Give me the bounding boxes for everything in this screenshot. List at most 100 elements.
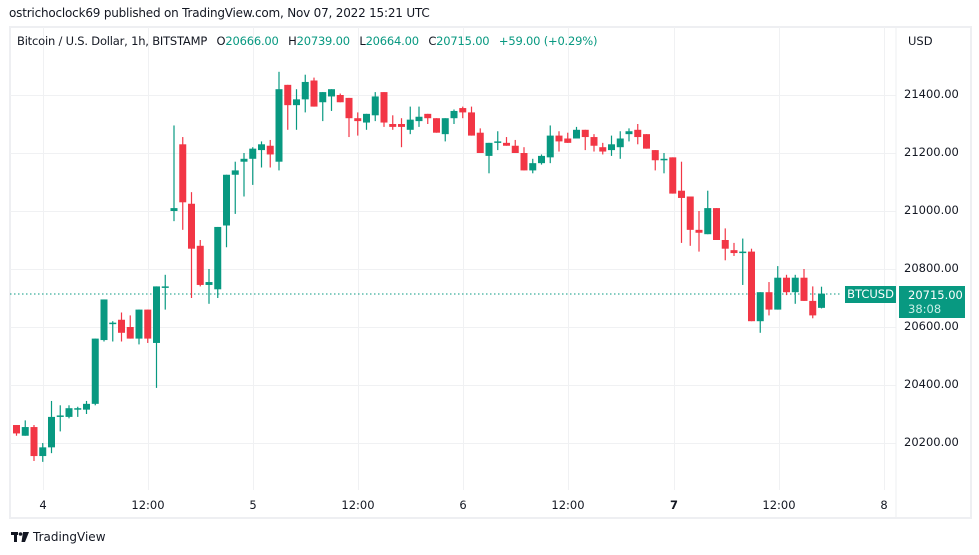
candle: [756, 292, 764, 322]
candle: [643, 134, 650, 149]
candle: [538, 155, 545, 164]
candle: [266, 145, 274, 155]
candle: [660, 158, 668, 161]
candle: [678, 190, 685, 198]
candle: [424, 113, 432, 119]
candle: [485, 142, 493, 156]
candle: [328, 89, 335, 97]
candle: [56, 415, 64, 417]
price-tick-label: 21400.00: [904, 87, 959, 101]
candle: [713, 208, 720, 240]
candle: [748, 251, 755, 322]
high-label: H: [288, 34, 297, 48]
close-label: C: [428, 34, 437, 48]
currency-label[interactable]: USD: [908, 34, 933, 48]
candle: [83, 403, 90, 410]
time-tick-label: 4: [39, 498, 47, 512]
candle: [546, 135, 554, 158]
low-value: 20664.00: [365, 34, 419, 48]
candle: [774, 277, 782, 310]
candle: [791, 277, 799, 293]
symbol-tag: BTCUSD: [845, 286, 896, 303]
candle: [800, 277, 808, 301]
candle: [783, 277, 790, 293]
candle: [669, 157, 677, 194]
candle: [109, 322, 117, 325]
price-tick-label: 20800.00: [904, 261, 959, 275]
candle: [126, 327, 134, 339]
candle: [686, 196, 694, 230]
candle: [555, 135, 563, 142]
close-value: 20715.00: [436, 34, 490, 48]
candle: [765, 292, 773, 310]
candle: [118, 319, 125, 333]
candle: [153, 286, 160, 343]
candle: [21, 427, 29, 436]
candle: [651, 150, 659, 161]
candle: [196, 245, 204, 285]
candle: [223, 174, 230, 226]
footer-brand[interactable]: TradingView: [11, 530, 106, 544]
candle: [74, 408, 82, 410]
candle: [354, 118, 362, 122]
candle: [730, 250, 738, 254]
candle: [275, 89, 283, 162]
change-value: +59.00 (+0.29%): [498, 34, 598, 48]
candle: [529, 163, 537, 171]
candle: [634, 129, 642, 138]
candle: [389, 124, 397, 127]
candle: [30, 427, 38, 457]
symbol-description: Bitcoin / U.S. Dollar, 1h, BITSTAMP: [17, 34, 208, 48]
price-tick-label: 20200.00: [904, 435, 959, 449]
candle: [91, 338, 99, 404]
candle: [48, 416, 55, 448]
candle: [433, 118, 440, 133]
candle: [511, 145, 519, 153]
candle: [520, 153, 528, 171]
candle: [406, 119, 414, 130]
price-tick-label: 20400.00: [904, 377, 959, 391]
candle: [258, 144, 265, 151]
candle: [310, 80, 318, 107]
chart-frame: [9, 26, 972, 519]
candle: [459, 108, 467, 113]
candle: [590, 137, 598, 146]
candles: [13, 71, 825, 462]
low-label: L: [359, 34, 366, 48]
candle: [231, 170, 239, 175]
last-price-value: 20715.00: [908, 288, 963, 302]
candle: [818, 293, 825, 308]
candle: [170, 208, 178, 211]
candle: [249, 148, 257, 159]
candle: [205, 282, 213, 285]
open-label: O: [216, 34, 226, 48]
time-tick-label: 7: [669, 498, 679, 512]
candle: [363, 113, 370, 123]
candle: [704, 208, 712, 235]
price-tick-label: 21000.00: [904, 203, 959, 217]
last-price-tag: 20715.00 38:08: [899, 286, 965, 318]
candle: [301, 81, 309, 100]
candle: [65, 408, 73, 417]
time-tick-label: 5: [249, 498, 257, 512]
time-tick-label: 6: [459, 498, 467, 512]
candle: [293, 99, 300, 106]
candle: [13, 425, 20, 434]
candle: [494, 141, 502, 143]
candle: [144, 309, 152, 339]
high-value: 20739.00: [296, 34, 350, 48]
price-tick-label: 20600.00: [904, 319, 959, 333]
candle: [284, 84, 292, 106]
candle: [214, 226, 222, 290]
candle: [739, 251, 747, 254]
candle: [336, 95, 344, 103]
candle: [161, 286, 169, 288]
time-tick-label: 12:00: [131, 498, 165, 512]
time-tick-label: 12:00: [762, 498, 796, 512]
candle: [608, 144, 615, 151]
candle: [695, 229, 703, 233]
candle: [179, 144, 187, 203]
candle: [188, 203, 195, 249]
candle: [240, 158, 248, 162]
